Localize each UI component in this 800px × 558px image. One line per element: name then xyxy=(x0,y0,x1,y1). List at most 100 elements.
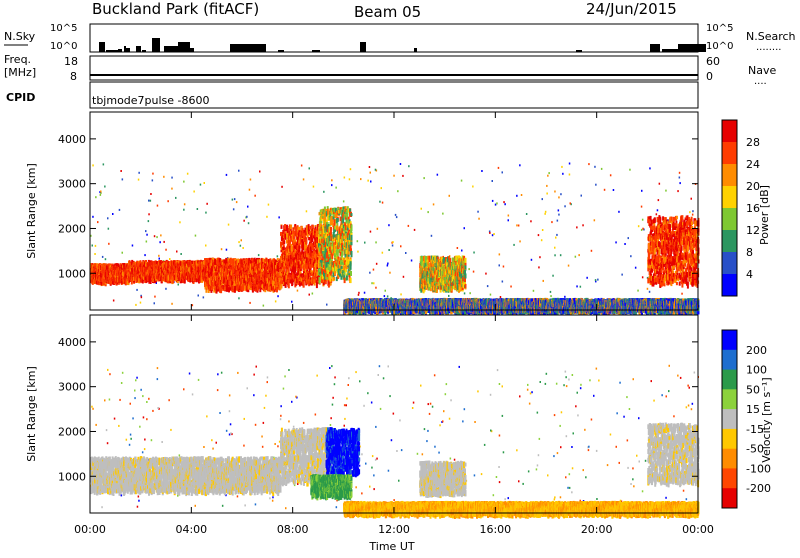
heatmap-cell xyxy=(100,191,102,193)
heatmap-cell xyxy=(375,287,377,289)
heatmap-cell xyxy=(144,254,146,256)
nsky-tick-top: 10^5 xyxy=(50,23,77,34)
nave-tick-bottom: 0 xyxy=(706,70,713,83)
heatmap-cell xyxy=(679,172,681,174)
heatmap-cell xyxy=(629,169,631,171)
freq-unit-label: [MHz] xyxy=(4,66,36,79)
heatmap-cell xyxy=(533,290,535,292)
heatmap-cell xyxy=(521,194,523,196)
heatmap-cell xyxy=(183,209,185,211)
heatmap-cell xyxy=(102,256,104,258)
heatmap-cell xyxy=(203,296,205,298)
heatmap-cell xyxy=(677,190,679,192)
heatmap-cell xyxy=(281,186,283,188)
heatmap-cell xyxy=(548,172,550,174)
heatmap-cell xyxy=(95,245,97,247)
heatmap-cell xyxy=(358,292,360,294)
heatmap-cell xyxy=(423,177,425,179)
heatmap-cell xyxy=(154,296,156,298)
heatmap-cell xyxy=(485,273,487,275)
site-title: Buckland Park (fitACF) xyxy=(92,0,259,18)
heatmap-cell xyxy=(431,235,433,237)
heatmap-cell xyxy=(249,189,251,191)
heatmap-cell xyxy=(247,206,249,208)
heatmap-cell xyxy=(280,242,282,247)
heatmap-cell xyxy=(146,234,148,236)
histogram-bar xyxy=(414,48,417,52)
heatmap-cell xyxy=(576,226,578,228)
heatmap-cell xyxy=(150,193,152,195)
heatmap-cell xyxy=(373,282,375,284)
heatmap-cell xyxy=(309,226,311,230)
heatmap-cell xyxy=(502,281,504,283)
heatmap-cell xyxy=(228,224,230,226)
heatmap-cell xyxy=(472,186,474,188)
heatmap-cell xyxy=(493,233,495,235)
histogram-bar xyxy=(662,49,678,52)
freq-label: Freq. xyxy=(4,53,31,66)
heatmap-cell xyxy=(621,274,623,276)
heatmap-cell xyxy=(275,300,277,302)
heatmap-cell xyxy=(461,180,463,182)
heatmap-cell xyxy=(637,290,639,292)
heatmap-cell xyxy=(546,193,548,195)
heatmap-cell xyxy=(554,191,556,193)
heatmap-cell xyxy=(464,292,466,294)
heatmap-cell xyxy=(542,198,544,200)
heatmap-cell xyxy=(313,186,315,188)
heatmap-cell xyxy=(103,163,105,165)
heatmap-cell xyxy=(179,221,181,223)
heatmap-cell xyxy=(376,263,378,265)
nsky-label: N.Sky xyxy=(4,30,36,43)
heatmap-cell xyxy=(171,303,173,305)
heatmap-cell xyxy=(393,175,395,177)
heatmap-cell xyxy=(595,279,597,281)
heatmap-cell xyxy=(141,296,143,298)
heatmap-cell xyxy=(473,271,475,273)
nave-dots: .... xyxy=(754,76,767,87)
heatmap-cell xyxy=(389,272,391,274)
cpid-value: tbjmode7pulse -8600 xyxy=(92,94,210,107)
heatmap-cell xyxy=(519,240,521,242)
heatmap-cell xyxy=(568,265,570,267)
heatmap-cell xyxy=(108,243,110,245)
heatmap-cell xyxy=(297,290,299,292)
heatmap-cell xyxy=(195,235,197,237)
heatmap-cell xyxy=(558,209,560,211)
heatmap-cell xyxy=(461,250,463,252)
heatmap-cell xyxy=(595,184,597,186)
freq-tick-bottom: 8 xyxy=(70,70,77,83)
nave-tick-top: 60 xyxy=(706,55,720,68)
heatmap-cell xyxy=(122,178,124,180)
heatmap-cell xyxy=(659,183,661,185)
heatmap-cell xyxy=(519,164,521,166)
heatmap-cell xyxy=(388,249,390,251)
heatmap-cell xyxy=(175,197,177,199)
freq-strip-frame xyxy=(90,56,698,80)
heatmap-cell xyxy=(154,235,156,237)
heatmap-cell xyxy=(369,272,371,274)
heatmap-cell xyxy=(160,234,162,236)
heatmap-cell xyxy=(145,230,147,232)
heatmap-cell xyxy=(138,172,140,174)
heatmap-cell xyxy=(246,216,248,218)
heatmap-cell xyxy=(146,241,148,243)
heatmap-cell xyxy=(597,279,599,281)
heatmap-cell xyxy=(165,288,167,290)
heatmap-cell xyxy=(464,227,466,229)
heatmap-cell xyxy=(477,211,479,213)
heatmap-cell xyxy=(554,247,556,249)
heatmap-cell xyxy=(681,293,683,295)
heatmap-cell xyxy=(545,211,547,213)
heatmap-cell xyxy=(499,253,501,255)
histogram-bar xyxy=(230,44,266,52)
heatmap-cell xyxy=(642,276,644,278)
heatmap-cell xyxy=(163,176,165,178)
date-label: 24/Jun/2015 xyxy=(586,0,677,18)
heatmap-cell xyxy=(502,171,504,173)
heatmap-cell xyxy=(492,234,494,236)
heatmap-cell xyxy=(205,245,207,247)
heatmap-cell xyxy=(618,211,620,213)
heatmap-cell xyxy=(395,214,397,216)
